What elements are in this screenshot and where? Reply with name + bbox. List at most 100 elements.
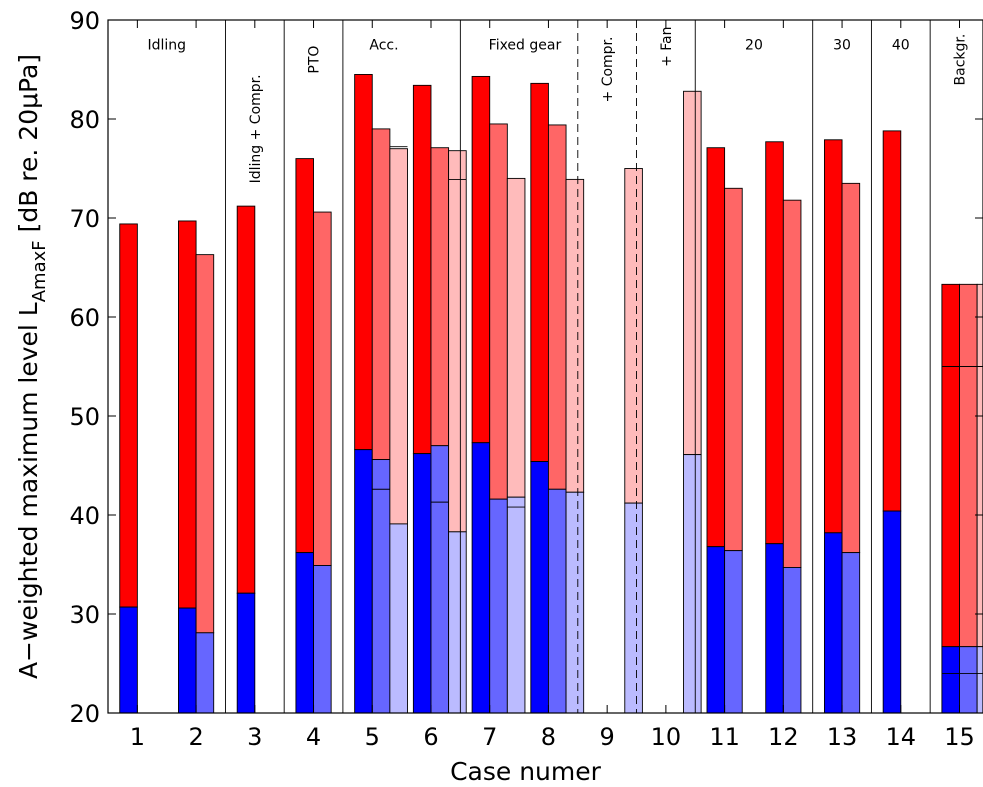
bar-lower-case-10-3: [683, 454, 702, 714]
bar-upper-case-5-2: [371, 128, 391, 461]
x-tick-label: 3: [247, 723, 262, 751]
y-axis-title: A−weighted maximum level LAmaxF [dB re. …: [14, 54, 50, 679]
bar-lower-case-7-3: [506, 496, 526, 714]
y-tick-label: 90: [69, 7, 100, 35]
y-tick-label: 60: [69, 304, 100, 332]
bar-upper-case-6-2: [430, 147, 450, 447]
bars-layer: [119, 73, 983, 714]
bar-lower-case-5-2: [371, 459, 391, 714]
bar-upper-case-7-3: [506, 177, 526, 498]
bar-upper-case-3-1: [236, 205, 256, 594]
group-label: Idling + Compr.: [248, 74, 264, 183]
bar-upper-case-15-3: [976, 283, 983, 648]
x-tick-label: 14: [886, 723, 917, 751]
bar-lower-case-2-2: [195, 632, 215, 714]
bar-upper-case-13-1: [823, 139, 843, 534]
y-tick-label: 80: [69, 106, 100, 134]
bar-upper-case-2-1: [178, 220, 197, 609]
bar-lower-case-12-2: [782, 567, 802, 714]
bar-upper-case-15-2: [959, 283, 978, 648]
x-tick-label: 2: [188, 723, 203, 751]
x-tick-label: 1: [130, 723, 145, 751]
x-tick-label: 7: [482, 723, 497, 751]
bar-upper-case-13-2: [841, 182, 861, 554]
bar-upper-case-4-1: [295, 158, 314, 554]
group-labels: Idling Idling + Compr. PTO Acc. Fixed gear + …: [147, 27, 968, 184]
bar-lower-case-7-1: [471, 442, 491, 714]
bar-upper-case-11-2: [724, 187, 743, 552]
group-label: Backgr.: [953, 34, 969, 86]
bar-lower-case-5-3: [389, 523, 408, 714]
bar-upper-case-14-1: [882, 130, 902, 512]
x-tick-label: 6: [423, 723, 438, 751]
bar-lower-case-2-1: [178, 607, 197, 714]
group-label: Idling: [147, 38, 186, 54]
bar-lower-case-11-1: [706, 546, 726, 714]
bar-upper-case-15-1: [941, 283, 960, 648]
bar-upper-case-1-1: [119, 223, 138, 608]
bar-lower-case-15-1: [941, 646, 960, 714]
bar-upper-case-5-3: [389, 148, 408, 525]
y-tick-label: 40: [69, 502, 100, 530]
bar-upper-case-12-1: [765, 141, 784, 545]
bar-lower-case-5-1: [354, 449, 373, 714]
bar-lower-case-13-1: [823, 532, 843, 714]
group-label: 40: [892, 38, 910, 54]
x-tick-label: 11: [709, 723, 740, 751]
bar-lower-case-8-1: [530, 461, 549, 714]
bar-upper-case-9-3: [624, 168, 643, 504]
group-label: + Fan: [659, 27, 675, 67]
bar-lower-case-11-2: [724, 550, 743, 714]
group-label: Acc.: [369, 38, 398, 54]
bar-lower-case-6-2: [430, 445, 450, 714]
bar-lower-case-3-1: [236, 592, 256, 714]
bar-lower-case-9-3: [624, 502, 643, 714]
bar-lower-case-1-1: [119, 606, 138, 714]
x-tick-label: 8: [541, 723, 556, 751]
group-label: 30: [833, 38, 851, 54]
bar-lower-case-7-2: [489, 498, 508, 714]
group-label: 20: [745, 38, 763, 54]
bar-lower-case-15-2: [959, 646, 978, 714]
bar-lower-case-8-3: [565, 491, 585, 714]
bar-lower-case-4-1: [295, 552, 314, 714]
x-tick-label: 15: [944, 723, 975, 751]
bar-upper-case-6-1: [412, 84, 432, 455]
bar-lower-case-12-1: [765, 543, 784, 714]
bar-lower-case-15-3: [976, 646, 983, 714]
group-label: Fixed gear: [489, 38, 562, 54]
x-tick-label: 12: [768, 723, 799, 751]
bar-lower-case-4-2: [313, 565, 332, 714]
x-axis-title: Case numer: [450, 757, 602, 786]
bar-upper-case-7-1: [471, 75, 491, 444]
bar-upper-case-2-2: [195, 254, 215, 634]
bar-upper-case-8-1: [530, 82, 549, 462]
y-tick-label: 20: [69, 700, 100, 728]
bar-upper-case-4-2: [313, 211, 332, 566]
group-separators: [224, 20, 931, 713]
bar-upper-case-11-1: [706, 147, 726, 548]
bar-upper-case-12-2: [782, 199, 802, 568]
bar-upper-case-5-1: [354, 73, 373, 451]
bar-lower-case-13-2: [841, 552, 861, 714]
bar-upper-case-10-3: [683, 90, 702, 456]
y-axis-title-main: A−weighted maximum level L: [14, 302, 43, 679]
group-label: + Compr.: [600, 37, 616, 103]
bar-upper-case-8-3: [565, 178, 585, 493]
bar-lower-case-6-3: [448, 531, 467, 714]
y-tick-label: 50: [69, 403, 100, 431]
bar-upper-case-6-3: [448, 150, 467, 533]
y-tick-label: 70: [69, 205, 100, 233]
x-tick-label: 9: [600, 723, 615, 751]
x-tick-label: 4: [306, 723, 321, 751]
y-axis-title-subscript: AmaxF: [29, 240, 50, 302]
bar-upper-case-8-2: [547, 124, 567, 490]
bar-lower-case-8-2: [547, 488, 567, 714]
x-tick-label: 13: [827, 723, 858, 751]
x-tick-label: 5: [365, 723, 380, 751]
group-label: PTO: [307, 46, 323, 74]
y-tick-label: 30: [69, 601, 100, 629]
x-tick-label: 10: [651, 723, 682, 751]
